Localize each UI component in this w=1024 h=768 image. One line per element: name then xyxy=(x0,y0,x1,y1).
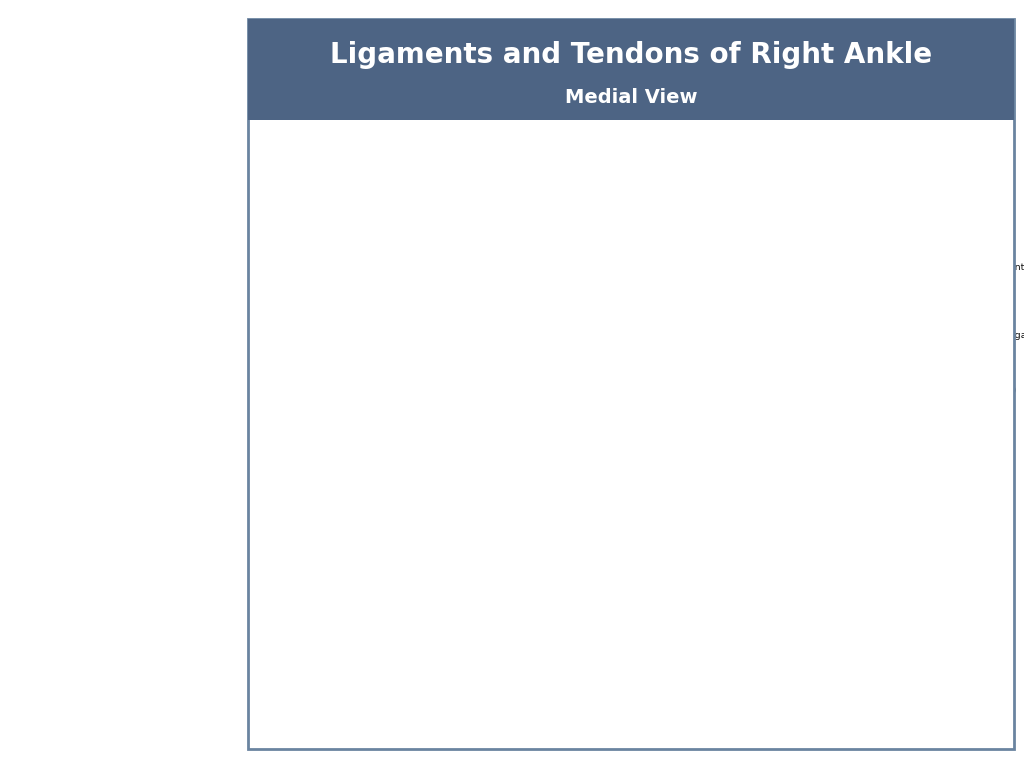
Text: Dorsal cuneonavicular ligaments: Dorsal cuneonavicular ligaments xyxy=(390,383,604,439)
Polygon shape xyxy=(728,385,817,400)
FancyBboxPatch shape xyxy=(902,399,925,478)
Text: Plantar calcaneonavicular
(spring) ligament: Plantar calcaneonavicular (spring) ligam… xyxy=(408,502,629,650)
Polygon shape xyxy=(677,396,709,429)
Polygon shape xyxy=(729,560,799,589)
Text: Calcaneal (Achilles)
tendon (cut): Calcaneal (Achilles) tendon (cut) xyxy=(923,386,1016,439)
Polygon shape xyxy=(472,439,534,484)
Polygon shape xyxy=(697,384,743,425)
Polygon shape xyxy=(700,419,735,453)
Text: Short plantar ligament: Short plantar ligament xyxy=(740,580,848,618)
Text: Posterior tibiotalar part (of medial [deltoid] ligament of ankle): Posterior tibiotalar part (of medial [de… xyxy=(284,250,700,357)
Text: Ligaments and Tendons of Right Ankle: Ligaments and Tendons of Right Ankle xyxy=(330,41,932,69)
Text: Dorsal tarsometatarsal
ligaments: Dorsal tarsometatarsal ligaments xyxy=(341,446,475,466)
Polygon shape xyxy=(820,403,869,429)
Polygon shape xyxy=(800,394,853,427)
Polygon shape xyxy=(671,412,709,447)
Polygon shape xyxy=(301,484,509,502)
Polygon shape xyxy=(739,414,777,449)
Polygon shape xyxy=(673,329,847,448)
Text: Long plantar ligament: Long plantar ligament xyxy=(829,605,934,643)
Polygon shape xyxy=(753,386,809,424)
Text: 1st metatarsal bone: 1st metatarsal bone xyxy=(283,462,379,485)
Text: Sustentaculum tali: Sustentaculum tali xyxy=(895,538,984,623)
Polygon shape xyxy=(692,372,733,399)
Polygon shape xyxy=(728,385,814,411)
Polygon shape xyxy=(706,465,943,547)
Text: Tibiocalcaneal part (of medial [deltoid] ligament of ankle): Tibiocalcaneal part (of medial [deltoid]… xyxy=(284,270,700,371)
Text: Medial talocalcaneal ligament: Medial talocalcaneal ligament xyxy=(821,263,1024,336)
Polygon shape xyxy=(728,385,796,425)
Text: Tuberosity: Tuberosity xyxy=(396,561,444,570)
Polygon shape xyxy=(686,424,719,457)
Polygon shape xyxy=(728,385,802,418)
Polygon shape xyxy=(778,423,824,452)
Polygon shape xyxy=(279,448,490,471)
Polygon shape xyxy=(309,495,515,513)
Polygon shape xyxy=(814,389,864,412)
Polygon shape xyxy=(571,442,611,487)
Polygon shape xyxy=(611,447,673,465)
Polygon shape xyxy=(956,415,988,483)
Polygon shape xyxy=(700,123,771,347)
Polygon shape xyxy=(808,412,855,442)
Polygon shape xyxy=(584,402,670,448)
Text: Dorsal talonavicular ligament: Dorsal talonavicular ligament xyxy=(430,338,643,412)
Text: Tibia: Tibia xyxy=(761,197,842,222)
Polygon shape xyxy=(666,380,705,420)
Text: Posterior talocalcaneal ligament: Posterior talocalcaneal ligament xyxy=(882,332,1024,399)
Polygon shape xyxy=(743,399,792,435)
Polygon shape xyxy=(668,502,707,527)
Polygon shape xyxy=(720,419,761,452)
Text: Tibialis posterior tendon: Tibialis posterior tendon xyxy=(404,601,536,614)
Polygon shape xyxy=(679,384,722,416)
Text: Posterior process of talus: Posterior process of talus xyxy=(844,294,1007,372)
Text: Tibionavicular part (of medial [deltoid] ligament of ankle): Tibionavicular part (of medial [deltoid]… xyxy=(284,292,685,389)
Polygon shape xyxy=(749,376,798,403)
Text: Dorsal intercuneiform ligament: Dorsal intercuneiform ligament xyxy=(381,427,563,454)
Polygon shape xyxy=(534,441,573,484)
Polygon shape xyxy=(764,404,813,438)
Text: Navicular bone: Navicular bone xyxy=(457,360,632,424)
Text: Medial View: Medial View xyxy=(564,88,697,108)
Polygon shape xyxy=(790,408,833,436)
Polygon shape xyxy=(768,427,809,454)
Polygon shape xyxy=(294,472,503,492)
Polygon shape xyxy=(662,400,694,431)
Polygon shape xyxy=(706,373,756,409)
Polygon shape xyxy=(707,404,744,439)
Polygon shape xyxy=(759,419,799,452)
Polygon shape xyxy=(716,398,755,428)
Polygon shape xyxy=(772,377,820,407)
Text: Tibialis anterior tendon: Tibialis anterior tendon xyxy=(394,579,505,591)
Polygon shape xyxy=(827,415,870,443)
Polygon shape xyxy=(589,438,673,506)
Polygon shape xyxy=(735,382,787,418)
Polygon shape xyxy=(728,405,769,437)
Text: Anterior tibiotalar part (of medial [deltoid] ligament of ankle): Anterior tibiotalar part (of medial [del… xyxy=(284,313,665,409)
Polygon shape xyxy=(717,386,769,423)
Polygon shape xyxy=(778,391,828,422)
Polygon shape xyxy=(665,467,735,517)
Polygon shape xyxy=(548,435,602,453)
Polygon shape xyxy=(728,587,905,618)
Polygon shape xyxy=(286,460,497,481)
Polygon shape xyxy=(652,367,697,402)
Polygon shape xyxy=(727,369,777,402)
Polygon shape xyxy=(892,467,1004,634)
Text: Medial cuneiform bone: Medial cuneiform bone xyxy=(390,405,506,458)
Polygon shape xyxy=(794,384,844,409)
